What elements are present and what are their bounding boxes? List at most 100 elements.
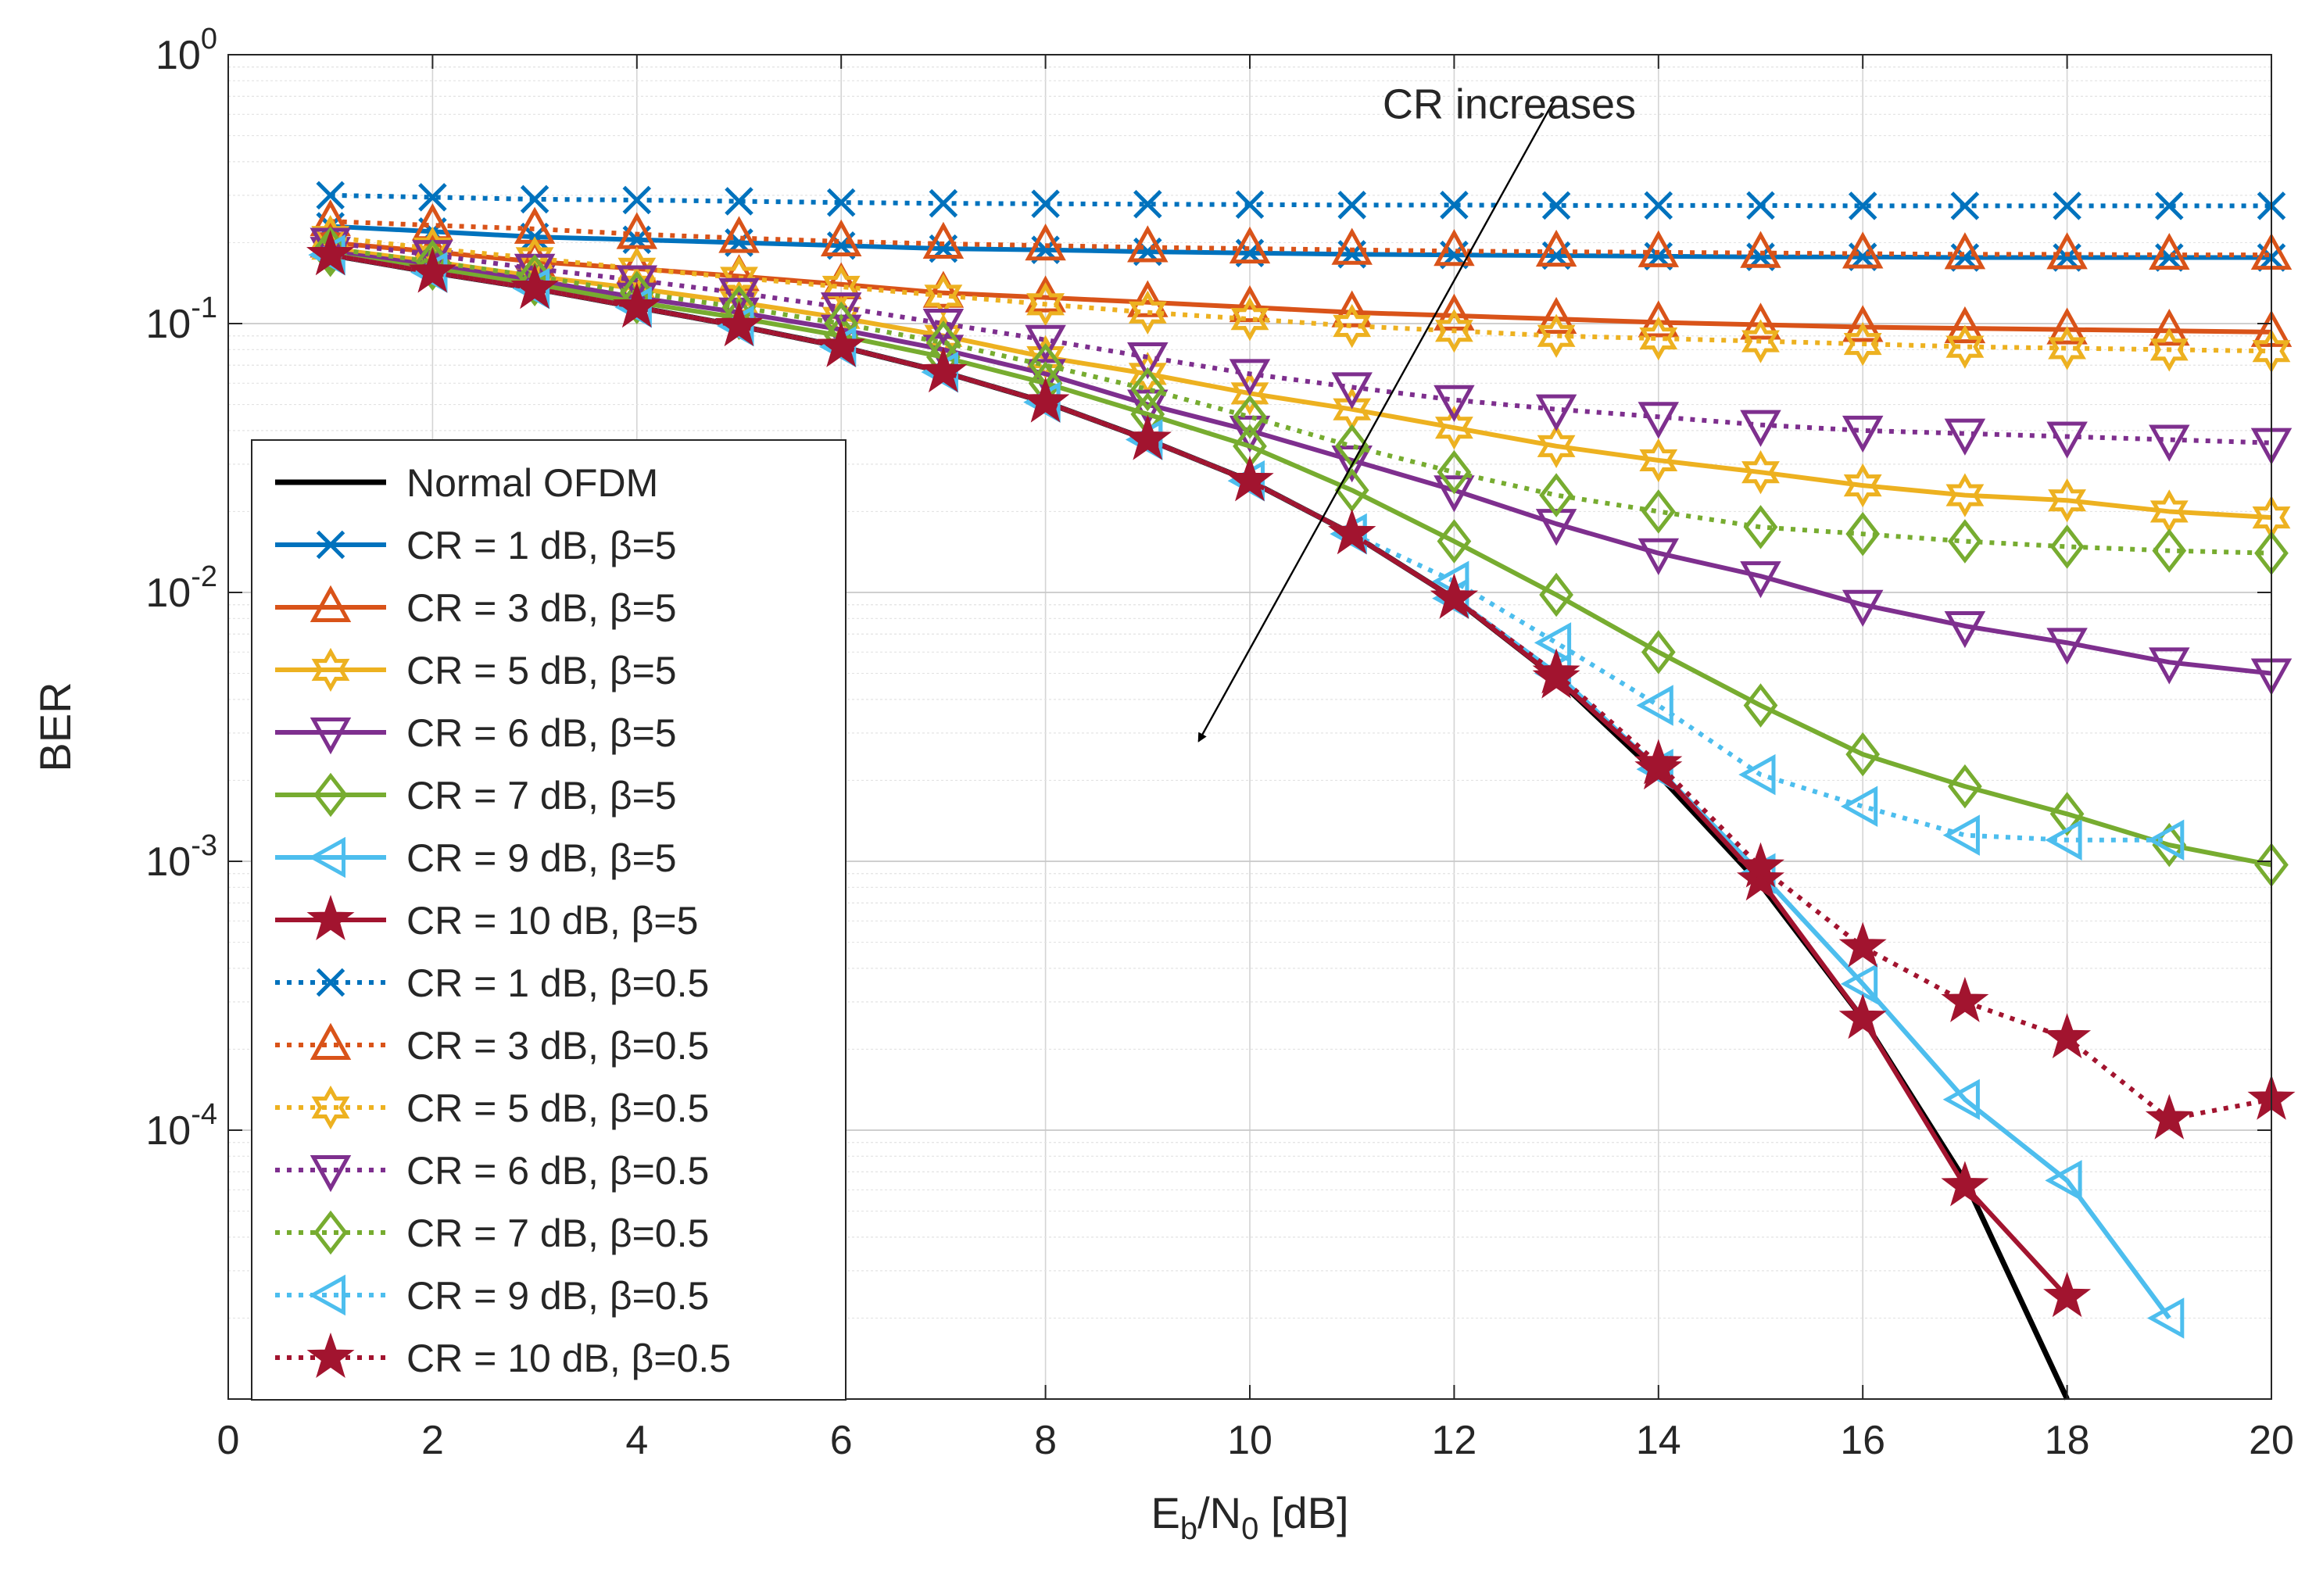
legend-marker [306,1332,355,1378]
legend-entry: CR = 5 dB, β=5 [275,647,677,692]
data-point [1130,367,1165,412]
x-axis-label-sub-0: 0 [1241,1512,1258,1546]
annotation-arrow [1197,95,1558,743]
data-point [1741,319,1780,363]
data-point [924,274,963,318]
legend-entry: CR = 9 dB, β=5 [275,836,677,880]
legend-label: CR = 5 dB, β=0.5 [406,1086,709,1130]
data-point [2048,326,2087,370]
y-tick-exponent: -4 [191,1098,217,1131]
legend-entry: CR = 1 dB, β=5 [275,524,677,567]
y-tick-base: 10 [145,571,191,616]
data-point [1331,227,1373,265]
data-point [1537,424,1576,469]
data-point [1123,414,1172,460]
data-point [1434,309,1473,353]
legend-entry: CR = 1 dB, β=0.5 [275,961,709,1005]
data-point [1337,191,1366,220]
x-axis-label-e: E [1151,1488,1179,1537]
data-point [1740,231,1781,268]
data-point [1636,685,1673,726]
data-point [1229,226,1271,264]
legend-entry: CR = 6 dB, β=0.5 [275,1149,709,1193]
legend-label: CR = 9 dB, β=5 [406,836,677,880]
legend-marker [310,1022,352,1060]
data-point [1440,191,1469,220]
annotation-group: CR increases [1197,81,1636,743]
data-point [2046,628,2088,665]
x-tick-label: 0 [217,1418,240,1463]
data-point [1740,561,1781,599]
data-point [1944,306,1986,344]
data-point [2149,308,2190,346]
series-cr-3-db-beta-0-5 [310,199,2293,270]
data-point [418,183,447,212]
data-point [1941,1161,1989,1207]
x-axis-label: Eb/N0 [dB] [1151,1488,1348,1546]
annotation-label: CR increases [1383,81,1636,127]
legend-marker [316,968,345,997]
data-point [1843,321,1882,367]
data-point [1843,463,1882,508]
data-point [1638,538,1680,575]
data-point [1845,732,1881,777]
legend-entry: CR = 5 dB, β=0.5 [275,1085,709,1130]
data-point [2048,478,2087,523]
data-point [826,188,856,217]
data-point [1639,438,1678,483]
data-point [1535,394,1577,431]
data-point [1226,456,1274,502]
data-point [2043,1013,2092,1059]
data-point [1128,290,1167,335]
legend-entry: CR = 3 dB, β=0.5 [275,1022,709,1068]
data-point [1950,191,1980,220]
legend-entry: CR = 9 dB, β=0.5 [275,1274,709,1318]
legend-label: CR = 1 dB, β=5 [406,524,677,567]
x-tick-label: 16 [1840,1418,1885,1463]
data-point [1541,191,1571,220]
data-point [922,309,965,346]
data-point [1737,842,1784,888]
legend-entry: CR = 10 dB, β=0.5 [275,1332,731,1380]
data-point [520,184,549,214]
data-point [1641,489,1676,534]
data-point [1537,313,1576,358]
data-point [613,282,661,328]
data-point [1230,296,1269,342]
data-point [1535,229,1577,267]
data-point [2149,232,2190,270]
data-point [720,256,758,300]
series-line-cr-1-db-beta-5 [330,224,2271,260]
x-axis-label-sub-b: b [1180,1512,1197,1546]
data-point [1944,418,1986,456]
data-point [2053,191,2081,220]
x-tick-label: 8 [1034,1418,1057,1463]
data-point [1333,303,1372,349]
data-point [1639,316,1678,361]
data-point [725,187,753,216]
data-point [1127,225,1169,263]
data-point [2045,1160,2082,1201]
y-tick-exponent: -1 [191,292,217,324]
data-point [922,221,965,259]
data-point [1743,683,1778,728]
data-point [820,292,862,330]
series-line-cr-5-db-beta-5 [330,246,2272,521]
data-point [1638,230,1680,267]
data-point [1848,191,1877,220]
legend-label: CR = 3 dB, β=5 [406,586,677,630]
y-tick-base: 10 [145,302,191,347]
data-point [1235,190,1265,220]
data-point [1434,406,1473,450]
series-layer [306,181,2296,1401]
data-point [2155,191,2184,220]
data-point [718,216,760,253]
legend-label: CR = 9 dB, β=0.5 [406,1274,709,1318]
data-point [1842,305,1884,342]
data-point [1644,191,1673,220]
y-tick-label: 100 [156,23,217,78]
data-point [1845,511,1881,556]
data-point [2046,421,2088,459]
x-tick-label: 18 [2045,1418,2090,1463]
data-point [1535,296,1577,335]
